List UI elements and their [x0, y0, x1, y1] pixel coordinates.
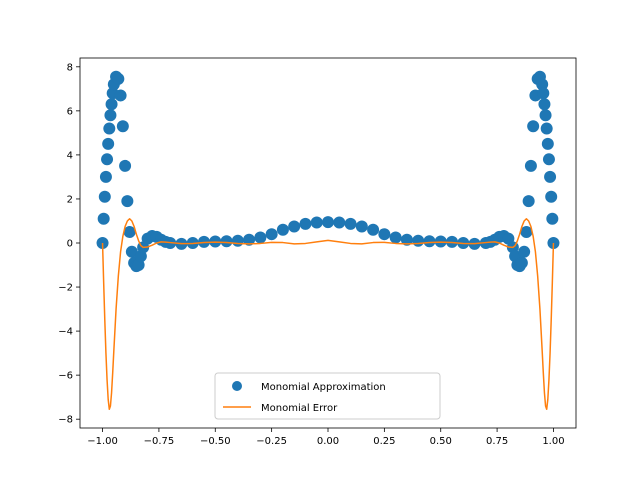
x-tick-label: 0.50: [430, 436, 452, 447]
scatter-point: [125, 245, 138, 258]
scatter-point: [515, 256, 528, 269]
y-tick-label: −8: [58, 415, 73, 426]
scatter-point: [518, 245, 531, 258]
scatter-point: [520, 225, 533, 238]
scatter-point: [539, 109, 552, 122]
scatter-point: [123, 225, 136, 238]
scatter-point: [423, 235, 436, 248]
x-tick-label: −0.50: [200, 436, 231, 447]
x-tick-label: 0.25: [373, 436, 395, 447]
scatter-point: [102, 137, 115, 150]
scatter-point: [101, 153, 114, 166]
scatter-point: [322, 216, 334, 229]
scatter-point: [231, 234, 244, 247]
scatter-point: [544, 170, 557, 183]
scatter-point: [97, 212, 110, 225]
legend: Monomial Approximation Monomial Error: [214, 372, 441, 420]
x-tick-label: 0.75: [486, 436, 508, 447]
scatter-point: [412, 234, 425, 247]
scatter-point: [542, 153, 555, 166]
scatter-point: [103, 122, 116, 135]
scatter-point: [527, 120, 540, 133]
y-tick-label: 8: [67, 62, 73, 73]
scatter-point: [105, 98, 118, 111]
x-tick-label: −0.25: [256, 436, 287, 447]
scatter-point: [546, 212, 559, 225]
scatter-point: [333, 216, 346, 229]
scatter-point: [104, 109, 117, 122]
scatter-point: [310, 216, 323, 229]
scatter-point: [378, 228, 391, 241]
scatter-point: [536, 78, 549, 91]
scatter-point: [537, 87, 550, 100]
scatter-point: [265, 228, 278, 241]
legend-marker: [232, 381, 242, 391]
y-tick-label: 0: [67, 239, 73, 250]
scatter-point: [119, 159, 132, 172]
scatter-point: [98, 190, 111, 203]
scatter-point: [522, 195, 535, 208]
scatter-point: [121, 195, 134, 208]
scatter-point: [524, 159, 537, 172]
scatter-point: [299, 217, 312, 230]
scatter-point: [389, 231, 402, 244]
scatter-point: [540, 122, 553, 135]
y-tick-label: 4: [67, 150, 73, 161]
series-layer: [96, 70, 560, 411]
legend-box: [214, 372, 441, 420]
x-axis: −1.00 −0.75 −0.50 −0.25 0.00 0.25 0.50 0.75 1.00: [87, 428, 565, 447]
y-tick-label: 2: [67, 194, 73, 205]
scatter-point: [367, 223, 380, 236]
legend-label: Monomial Approximation: [261, 382, 386, 393]
scatter-point: [243, 233, 256, 246]
scatter-point: [276, 223, 289, 236]
y-axis: −8 −6 −4 −2 0 2 4 6 8: [58, 62, 80, 426]
y-tick-label: −2: [58, 283, 73, 294]
scatter-point: [288, 220, 301, 233]
scatter-point: [99, 170, 112, 183]
scatter-point: [355, 220, 368, 233]
scatter-point: [254, 231, 267, 244]
scatter-point: [114, 89, 127, 102]
scatter-point: [220, 235, 233, 248]
scatter-point: [116, 120, 129, 133]
scatter-series: [96, 70, 560, 273]
x-tick-label: −0.75: [144, 436, 175, 447]
y-tick-label: −4: [58, 327, 73, 338]
scatter-point: [112, 72, 125, 85]
y-tick-label: 6: [67, 106, 73, 117]
scatter-point: [344, 217, 357, 230]
scatter-point: [538, 98, 551, 111]
x-tick-label: 0.00: [317, 436, 339, 447]
scatter-point: [545, 190, 558, 203]
legend-label: Monomial Error: [261, 403, 338, 414]
x-tick-label: −1.00: [87, 436, 118, 447]
error-line: [101, 218, 555, 411]
scatter-point: [400, 233, 413, 246]
x-tick-label: 1.00: [542, 436, 564, 447]
scatter-point: [541, 137, 554, 150]
y-tick-label: −6: [58, 371, 73, 382]
